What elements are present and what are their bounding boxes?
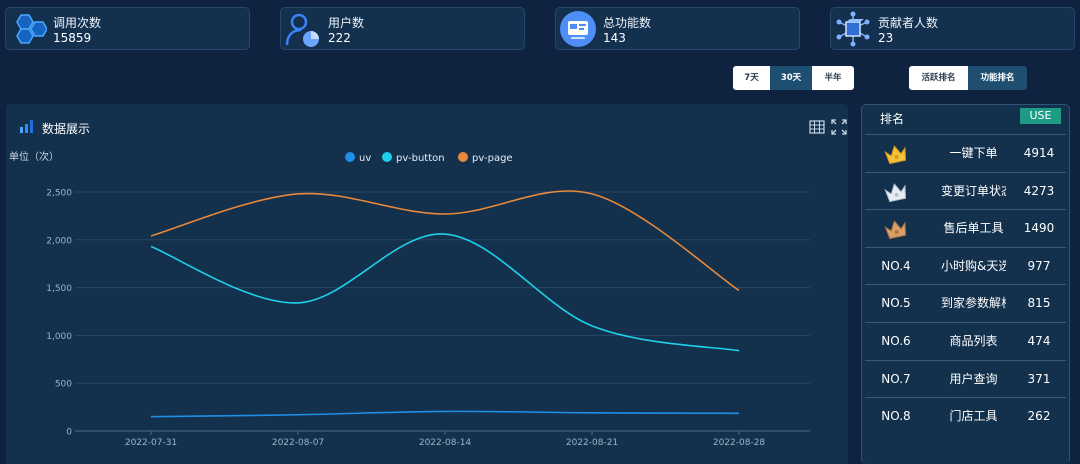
range-selector: 7天 30天 半年 xyxy=(733,66,854,90)
y-axis-ticks: 0 500 1,000 1,500 2,000 2,500 xyxy=(46,189,72,438)
legend-item-pv-page[interactable]: pv-page xyxy=(458,152,513,164)
stat-label: 贡献者人数 xyxy=(878,16,939,30)
ranking-position: NO.7 xyxy=(881,371,911,386)
stat-value: 222 xyxy=(328,31,351,45)
y-tick-label: 1,500 xyxy=(46,284,72,294)
ranking-function-name: 到家参数解析 xyxy=(941,296,1006,311)
ranking-function-name: 商品列表 xyxy=(949,334,998,348)
stat-label: 调用次数 xyxy=(53,16,102,30)
ranking-position: NO.6 xyxy=(881,334,911,348)
ranking-row[interactable]: NO.6 商品列表 474 xyxy=(865,322,1066,360)
y-tick-label: 0 xyxy=(66,428,72,438)
legend-swatch xyxy=(458,152,468,162)
ranking-header: 排名 USE xyxy=(862,105,1069,133)
ranking-row[interactable]: NO.5 到家参数解析 815 xyxy=(865,284,1066,322)
stat-card-users: 用户数 222 xyxy=(280,7,525,50)
ranking-position: NO.5 xyxy=(881,296,911,311)
rank-tab-function[interactable]: 功能排名 xyxy=(968,66,1027,90)
ranking-count: 371 xyxy=(1027,371,1051,386)
stat-value: 23 xyxy=(878,31,894,45)
rank-selector: 活跃排名 功能排名 xyxy=(909,66,1027,90)
x-tick-label: 2022-08-21 xyxy=(566,438,618,448)
rank-tab-active[interactable]: 活跃排名 xyxy=(909,66,968,90)
x-tick-label: 2022-07-31 xyxy=(125,438,177,448)
user-pie-icon xyxy=(285,13,319,47)
stat-label: 用户数 xyxy=(328,16,365,30)
x-axis-ticks: 2022-07-31 2022-08-07 2022-08-14 2022-08-21… xyxy=(125,431,766,448)
ranking-row[interactable]: 一键下单 4914 xyxy=(865,134,1066,172)
ranking-function-name: 小时购&天选 xyxy=(941,258,1006,273)
series-line-uv xyxy=(150,410,740,418)
series-line-pv-button xyxy=(150,233,740,352)
stat-card-contributors: 贡献者人数 23 xyxy=(830,7,1075,50)
ranking-count: 815 xyxy=(1027,296,1051,311)
ranking-count: 977 xyxy=(1027,258,1051,273)
bronze-crown-icon xyxy=(884,220,907,240)
chart-legend[interactable]: uv pv-button pv-page xyxy=(345,152,513,164)
ranking-position: NO.8 xyxy=(881,409,911,424)
legend-label: uv xyxy=(359,153,371,164)
range-tab-7d[interactable]: 7天 xyxy=(733,66,770,90)
line-chart: 单位（次） uv pv-button pv-page 0 500 1,000 1,500 2… xyxy=(9,150,810,448)
y-axis-label: 单位（次） xyxy=(9,150,59,163)
ranking-count: 4273 xyxy=(1023,183,1055,198)
ranking-count: 1490 xyxy=(1023,221,1055,236)
panel-title: 数据展示 xyxy=(42,122,91,136)
legend-swatch xyxy=(382,152,392,162)
ranking-row[interactable]: 售后单工具 1490 xyxy=(865,209,1066,247)
stat-value: 143 xyxy=(603,31,626,45)
x-tick-label: 2022-08-14 xyxy=(419,438,472,448)
ranking-function-name: 售后单工具 xyxy=(943,221,1004,236)
range-tab-half-year[interactable]: 半年 xyxy=(812,66,854,90)
y-tick-label: 2,500 xyxy=(46,189,72,199)
ranking-count: 474 xyxy=(1027,334,1051,348)
ranking-count: 262 xyxy=(1027,409,1051,424)
y-tick-label: 500 xyxy=(55,380,72,390)
ranking-row[interactable]: NO.7 用户查询 371 xyxy=(865,359,1066,398)
function-card-icon xyxy=(560,11,596,47)
chart-panel: 数据展示 单位（次） uv pv-button pv-page 0 500 1,000 1… xyxy=(6,104,848,464)
chart-grid xyxy=(75,191,810,432)
ranking-function-name: 用户查询 xyxy=(949,371,998,386)
legend-item-uv[interactable]: uv xyxy=(345,152,371,164)
ranking-row[interactable]: NO.4 小时购&天选 977 xyxy=(865,246,1066,285)
ranking-function-name: 一键下单 xyxy=(949,146,998,160)
y-tick-label: 1,000 xyxy=(46,332,72,342)
network-cube-icon xyxy=(836,11,870,47)
ranking-header-label: 排名 xyxy=(880,112,905,126)
legend-label: pv-page xyxy=(472,153,513,164)
ranking-panel: 排名 USE 一键下单 4914 变更订单状态 4273 售后单工具 1490 NO.4 小时… xyxy=(861,104,1070,464)
stat-card-functions: 总功能数 143 xyxy=(555,7,800,50)
stat-card-calls: 调用次数 15859 xyxy=(5,7,250,50)
gold-crown-icon xyxy=(884,145,907,165)
range-tab-30d[interactable]: 30天 xyxy=(770,66,812,90)
x-tick-label: 2022-08-07 xyxy=(272,438,324,448)
silver-crown-icon xyxy=(884,182,907,202)
fullscreen-icon[interactable] xyxy=(831,119,847,135)
table-view-icon[interactable] xyxy=(809,119,825,135)
ranking-count: 4914 xyxy=(1023,146,1055,160)
legend-label: pv-button xyxy=(396,153,445,164)
x-tick-label: 2022-08-28 xyxy=(713,438,766,448)
chart-series xyxy=(150,190,740,418)
ranking-row[interactable]: NO.8 门店工具 262 xyxy=(865,397,1066,435)
series-line-pv-page xyxy=(150,190,740,292)
legend-swatch xyxy=(345,152,355,162)
ranking-position: NO.4 xyxy=(881,258,911,273)
hexagon-cluster-icon xyxy=(16,14,47,44)
ranking-row[interactable]: 变更订单状态 4273 xyxy=(865,171,1066,210)
stat-value: 15859 xyxy=(53,31,92,45)
legend-item-pv-button[interactable]: pv-button xyxy=(382,152,445,164)
ranking-function-name: 门店工具 xyxy=(949,409,998,424)
bar-chart-icon xyxy=(20,120,33,133)
y-tick-label: 2,000 xyxy=(46,236,72,246)
ranking-function-name: 变更订单状态 xyxy=(941,183,1006,198)
use-badge: USE xyxy=(1020,108,1061,124)
stat-label: 总功能数 xyxy=(603,16,652,30)
